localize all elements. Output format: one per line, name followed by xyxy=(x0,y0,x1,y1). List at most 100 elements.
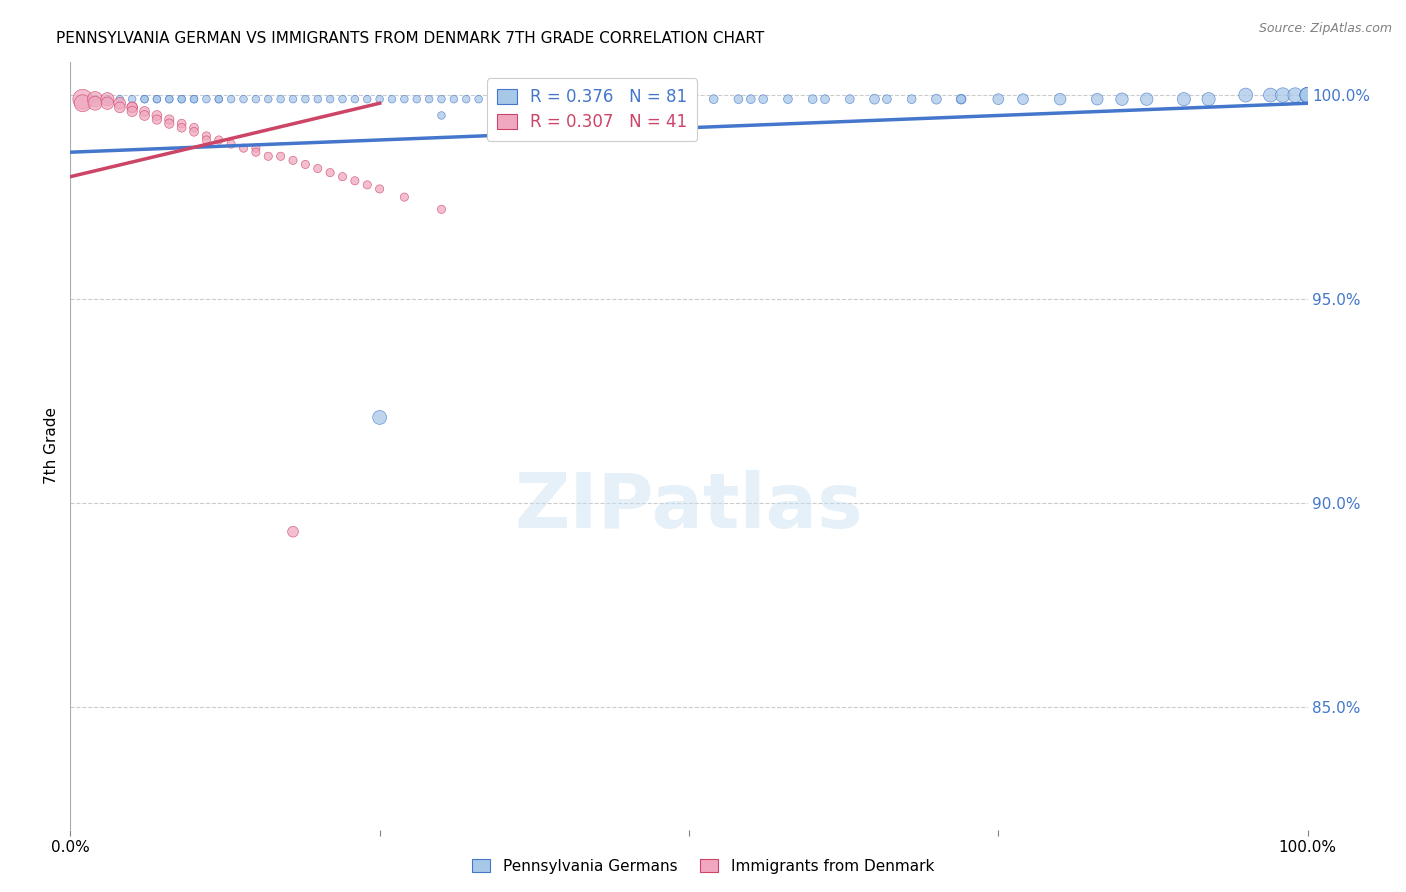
Point xyxy=(121,104,143,119)
Point xyxy=(281,92,304,106)
Point xyxy=(1173,92,1195,106)
Point xyxy=(1296,88,1319,103)
Point xyxy=(752,92,775,106)
Point xyxy=(232,141,254,155)
Point xyxy=(195,128,218,143)
Point xyxy=(208,133,231,147)
Point xyxy=(863,92,886,106)
Point xyxy=(740,92,762,106)
Point xyxy=(96,92,118,106)
Point xyxy=(801,92,824,106)
Point xyxy=(1198,92,1220,106)
Point xyxy=(332,169,354,184)
Point xyxy=(1284,88,1306,103)
Legend: R = 0.376   N = 81, R = 0.307   N = 41: R = 0.376 N = 81, R = 0.307 N = 41 xyxy=(486,78,697,141)
Point xyxy=(281,153,304,168)
Point xyxy=(195,133,218,147)
Point xyxy=(1296,88,1319,103)
Point xyxy=(208,92,231,106)
Point xyxy=(356,178,378,192)
Point xyxy=(108,96,131,111)
Point xyxy=(678,92,700,106)
Point xyxy=(245,145,267,160)
Point xyxy=(900,92,922,106)
Point xyxy=(776,92,799,106)
Point xyxy=(1234,88,1257,103)
Point xyxy=(368,182,391,196)
Point xyxy=(1271,88,1294,103)
Point xyxy=(394,92,416,106)
Point xyxy=(381,92,404,106)
Point xyxy=(134,92,156,106)
Point xyxy=(257,149,280,163)
Point xyxy=(332,92,354,106)
Point xyxy=(84,92,107,106)
Point xyxy=(84,92,107,106)
Point xyxy=(456,92,478,106)
Point xyxy=(157,112,180,127)
Point xyxy=(950,92,973,106)
Point xyxy=(195,92,218,106)
Point xyxy=(134,108,156,122)
Point xyxy=(146,108,169,122)
Point xyxy=(492,92,515,106)
Point xyxy=(257,92,280,106)
Point xyxy=(157,92,180,106)
Point xyxy=(1012,92,1035,106)
Point xyxy=(579,92,602,106)
Point xyxy=(108,92,131,106)
Point xyxy=(1136,92,1159,106)
Text: Source: ZipAtlas.com: Source: ZipAtlas.com xyxy=(1258,22,1392,36)
Point xyxy=(134,104,156,119)
Text: ZIPatlas: ZIPatlas xyxy=(515,470,863,544)
Point xyxy=(343,92,366,106)
Point xyxy=(925,92,948,106)
Point xyxy=(121,100,143,114)
Point xyxy=(121,92,143,106)
Point xyxy=(430,108,453,122)
Point xyxy=(170,120,193,135)
Point xyxy=(183,92,205,106)
Point xyxy=(183,125,205,139)
Point xyxy=(517,92,540,106)
Point xyxy=(96,96,118,111)
Point xyxy=(72,92,94,106)
Point xyxy=(727,92,749,106)
Point xyxy=(529,92,551,106)
Point xyxy=(170,92,193,106)
Point xyxy=(1296,88,1319,103)
Point xyxy=(232,92,254,106)
Point xyxy=(245,141,267,155)
Point xyxy=(183,92,205,106)
Point xyxy=(270,149,292,163)
Legend: Pennsylvania Germans, Immigrants from Denmark: Pennsylvania Germans, Immigrants from De… xyxy=(465,853,941,880)
Point xyxy=(134,92,156,106)
Point xyxy=(405,92,427,106)
Point xyxy=(307,92,329,106)
Point xyxy=(307,161,329,176)
Point xyxy=(703,92,725,106)
Point xyxy=(368,92,391,106)
Point xyxy=(1296,88,1319,103)
Point xyxy=(591,92,613,106)
Point xyxy=(146,92,169,106)
Point xyxy=(1260,88,1282,103)
Point xyxy=(281,524,304,539)
Point xyxy=(170,92,193,106)
Point xyxy=(950,92,973,106)
Point xyxy=(343,174,366,188)
Point xyxy=(430,92,453,106)
Point xyxy=(1296,88,1319,103)
Point xyxy=(838,92,860,106)
Point xyxy=(554,92,576,106)
Point xyxy=(170,117,193,131)
Point xyxy=(467,92,489,106)
Point xyxy=(294,92,316,106)
Point xyxy=(219,136,242,151)
Point xyxy=(96,92,118,106)
Text: PENNSYLVANIA GERMAN VS IMMIGRANTS FROM DENMARK 7TH GRADE CORRELATION CHART: PENNSYLVANIA GERMAN VS IMMIGRANTS FROM D… xyxy=(56,31,765,46)
Point xyxy=(430,202,453,217)
Point xyxy=(356,92,378,106)
Point xyxy=(208,92,231,106)
Point xyxy=(1085,92,1108,106)
